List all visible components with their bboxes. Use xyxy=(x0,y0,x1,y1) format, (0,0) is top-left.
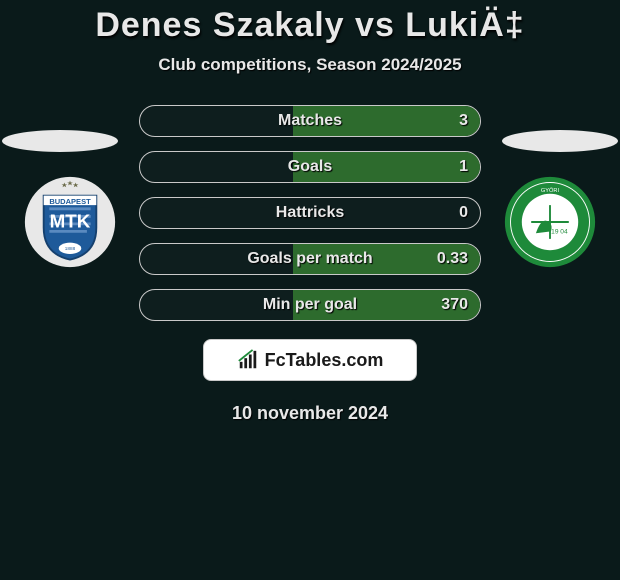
stat-label: Matches xyxy=(278,112,342,130)
stat-row-goals: Goals 1 xyxy=(139,151,481,183)
svg-text:BUDAPEST: BUDAPEST xyxy=(49,197,91,206)
stat-value-right: 1 xyxy=(459,158,468,176)
svg-text:1888: 1888 xyxy=(65,246,76,251)
player-shadow-right xyxy=(502,130,618,152)
stat-label: Min per goal xyxy=(263,296,357,314)
date-label: 10 november 2024 xyxy=(0,403,620,424)
svg-text:GYŐRI: GYŐRI xyxy=(541,187,560,194)
stat-label: Goals xyxy=(288,158,332,176)
stat-value-right: 0 xyxy=(459,204,468,222)
stat-value-right: 3 xyxy=(459,112,468,130)
club-logo-left: BUDAPEST MTK 1888 xyxy=(20,175,120,269)
stat-row-goals-per-match: Goals per match 0.33 xyxy=(139,243,481,275)
bar-chart-icon xyxy=(237,349,259,371)
stat-row-matches: Matches 3 xyxy=(139,105,481,137)
fctables-label: FcTables.com xyxy=(265,350,384,371)
page-title: Denes Szakaly vs LukiÄ‡ xyxy=(0,0,620,45)
stat-value-right: 370 xyxy=(441,296,468,314)
stat-value-right: 0.33 xyxy=(437,250,468,268)
stat-row-hattricks: Hattricks 0 xyxy=(139,197,481,229)
subtitle: Club competitions, Season 2024/2025 xyxy=(0,55,620,75)
player-shadow-left xyxy=(2,130,118,152)
stat-label: Hattricks xyxy=(276,204,344,222)
fctables-link[interactable]: FcTables.com xyxy=(203,339,417,381)
stat-label: Goals per match xyxy=(247,250,372,268)
svg-text:MTK: MTK xyxy=(50,211,91,232)
comparison-card: Denes Szakaly vs LukiÄ‡ Club competition… xyxy=(0,0,620,580)
club-logo-right: GYŐRI 19 04 xyxy=(500,175,600,269)
stat-row-min-per-goal: Min per goal 370 xyxy=(139,289,481,321)
svg-text:19 04: 19 04 xyxy=(551,228,568,235)
